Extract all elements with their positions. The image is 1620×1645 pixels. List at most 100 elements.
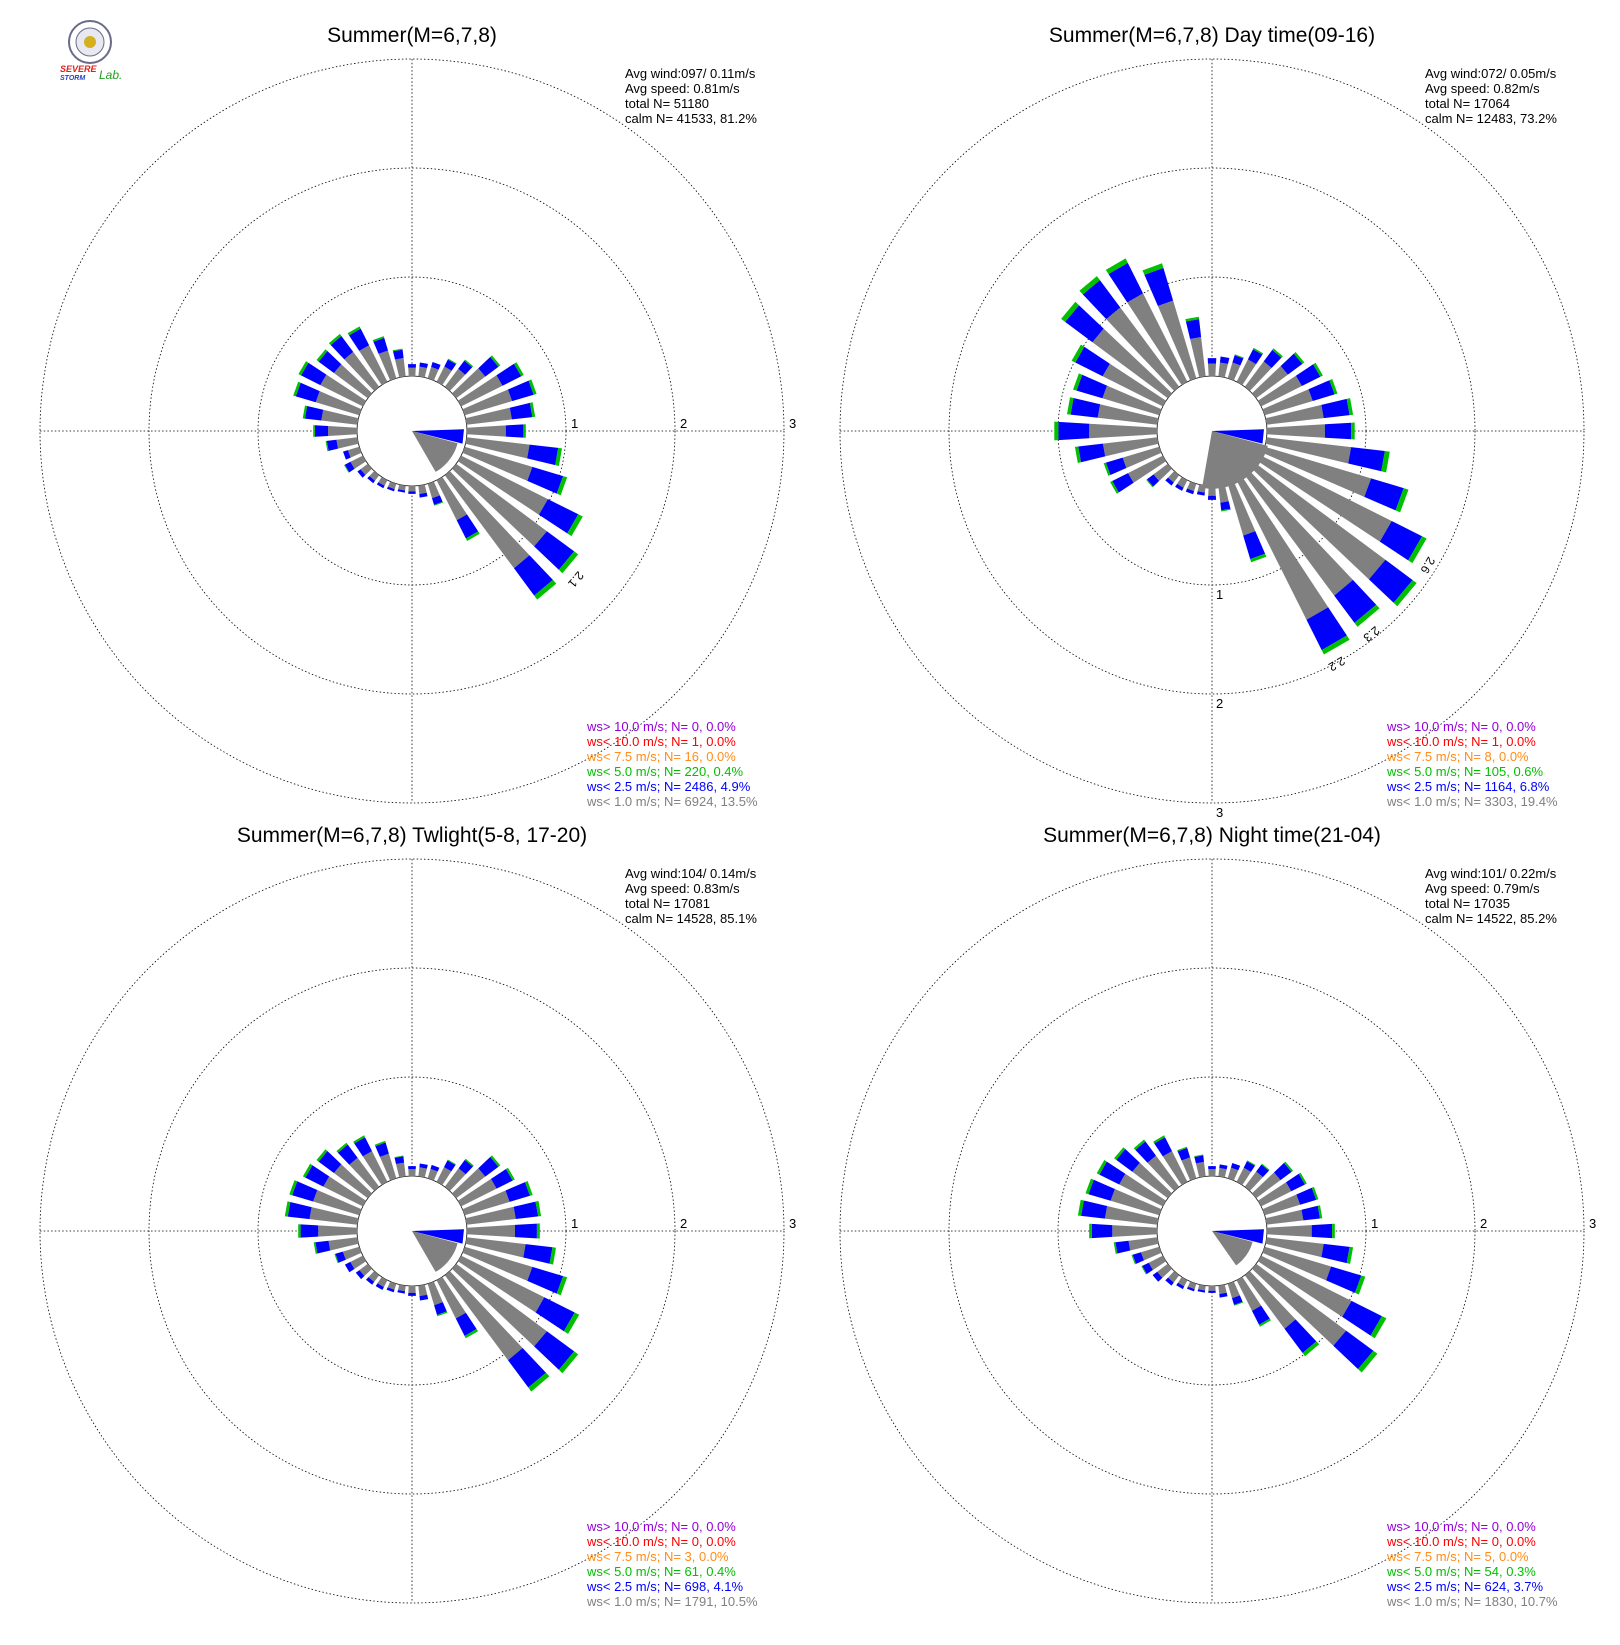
- wind-bar: [1176, 1276, 1188, 1290]
- wind-bar-lt2-5: [1185, 488, 1195, 495]
- wind-bar-lt2-5: [509, 402, 533, 420]
- wind-bar: [1257, 362, 1323, 407]
- wind-bar-lt5: [336, 1142, 348, 1153]
- wind-bar-lt2-5: [1247, 349, 1263, 365]
- wind-bar-lt1: [1244, 471, 1353, 596]
- wind-bar-lt5: [1146, 479, 1154, 488]
- wind-bar-lt1: [427, 1168, 438, 1181]
- wind-bar-lt1: [368, 1271, 380, 1282]
- wind-bar-lt1: [1244, 1271, 1296, 1329]
- wind-bar-lt1: [360, 463, 372, 475]
- wind-bar: [444, 471, 557, 600]
- legend-entry: ws< 2.5 m/s; N= 2486, 4.9%: [586, 779, 751, 794]
- wind-bar-lt5: [1141, 1265, 1147, 1275]
- wind-bar-lt5: [1351, 422, 1355, 440]
- wind-bar-lt2-5: [419, 1294, 429, 1301]
- wind-bar: [1236, 1160, 1256, 1186]
- wind-bar-lt2-5: [507, 380, 534, 402]
- wind-bar-lt1: [408, 1169, 416, 1177]
- wind-bar: [465, 1200, 542, 1225]
- wind-bar-lt1: [1208, 1285, 1216, 1291]
- wind-bar: [1153, 1135, 1188, 1186]
- wind-bar: [1142, 263, 1197, 381]
- wind-bar-lt2-5: [301, 362, 327, 386]
- wind-bar-lt1: [465, 407, 512, 425]
- wind-bar: [1079, 276, 1180, 391]
- wind-bar-lt1: [452, 1168, 486, 1199]
- wind-bar-lt1: [359, 1263, 372, 1276]
- wind-bar-lt2-5: [444, 1160, 456, 1172]
- peak-value-label: 2.3: [1360, 623, 1382, 645]
- wind-bar-lt5: [464, 1329, 479, 1339]
- wind-bar: [1061, 301, 1172, 399]
- legend-entry: ws> 10.0 m/s; N= 0, 0.0%: [586, 719, 736, 734]
- wind-bar-lt2-5: [373, 337, 388, 354]
- wind-bar: [372, 336, 397, 381]
- wind-bar-lt5: [1061, 301, 1079, 322]
- wind-bar-lt1: [1147, 1155, 1180, 1191]
- wind-bar-lt5: [1393, 580, 1417, 607]
- legend-entry: ws< 1.0 m/s; N= 1830, 10.7%: [1386, 1594, 1558, 1609]
- wind-bar-lt2-5: [1115, 1240, 1131, 1254]
- wind-bar-lt2-5: [1321, 398, 1350, 419]
- wind-bar-lt2-5: [1176, 1282, 1185, 1290]
- wind-bar: [357, 463, 372, 478]
- wind-bar-lt5: [1074, 446, 1081, 463]
- ring-label: 1: [1371, 1216, 1378, 1231]
- wind-bar-lt2-5: [1194, 1155, 1204, 1164]
- wind-bar: [1067, 397, 1159, 425]
- wind-bar: [1218, 1164, 1228, 1178]
- wind-bar-lt5: [1261, 1163, 1270, 1171]
- wind-bar-lt2-5: [527, 444, 559, 466]
- wind-bar-lt1: [427, 366, 439, 381]
- wind-bar-lt1: [1266, 1225, 1312, 1237]
- wind-bar: [465, 1237, 556, 1265]
- wind-bar-lt1: [336, 437, 359, 449]
- wind-bar-lt1: [1127, 293, 1188, 386]
- wind-bar-lt2-5: [354, 1137, 372, 1157]
- wind-bar: [462, 379, 537, 416]
- wind-bar-lt2-5: [1208, 1166, 1216, 1170]
- legend-entry: ws< 7.5 m/s; N= 5, 0.0%: [1386, 1549, 1529, 1564]
- panel-title: Summer(M=6,7,8): [327, 24, 497, 47]
- wind-bar-lt2-5: [1081, 1200, 1108, 1219]
- wind-bar-lt1: [1092, 328, 1172, 399]
- wind-bar-lt5: [464, 1158, 474, 1167]
- wind-bar: [457, 455, 583, 537]
- wind-bar: [1262, 379, 1338, 416]
- wind-bar-lt1: [1208, 1169, 1216, 1177]
- wind-bar: [1252, 1263, 1378, 1373]
- windrose-panel-4: 1 2 3 Summer(M=6,7,8) Night time(21-04) Avg …: [839, 824, 1596, 1609]
- wind-bar-lt1: [333, 364, 372, 399]
- wind-bar-lt2-5: [393, 349, 404, 360]
- wind-bar: [436, 476, 480, 541]
- wind-bar: [1252, 1161, 1294, 1199]
- wind-bar: [1185, 316, 1206, 378]
- wind-bar-lt1: [378, 350, 397, 381]
- wind-bar-lt1: [398, 1284, 406, 1292]
- wind-bar: [1244, 1271, 1320, 1357]
- wind-bar: [328, 333, 380, 391]
- wind-bar-lt2-5: [1243, 1161, 1255, 1172]
- stats-line: calm N= 41533, 81.2%: [625, 111, 757, 126]
- wind-bar-lt2-5: [367, 476, 375, 484]
- wind-bar: [1177, 1146, 1197, 1181]
- legend-entry: ws< 10.0 m/s; N= 0, 0.0%: [586, 1534, 736, 1549]
- wind-bar: [1252, 352, 1305, 399]
- wind-bar-lt2-5: [515, 1223, 537, 1239]
- wind-bar: [1071, 344, 1167, 407]
- wind-bar-lt2-5: [1187, 1286, 1195, 1292]
- wind-bar-lt2-5: [1135, 1141, 1156, 1163]
- legend-entry: ws< 7.5 m/s; N= 8, 0.0%: [1386, 749, 1529, 764]
- ring-label: 1: [571, 416, 578, 431]
- wind-bar-lt5: [525, 1181, 533, 1196]
- peak-value-label: 2.6: [1417, 555, 1438, 577]
- wind-bar-lt5: [392, 348, 403, 352]
- wind-bar: [289, 1180, 362, 1216]
- wind-bar-lt1: [1257, 1182, 1292, 1207]
- wind-bar-lt2-5: [1348, 447, 1385, 472]
- stats-line: total N= 17064: [1425, 96, 1510, 111]
- wind-bar-lt1: [1218, 1168, 1227, 1178]
- wind-bar: [1236, 1276, 1271, 1327]
